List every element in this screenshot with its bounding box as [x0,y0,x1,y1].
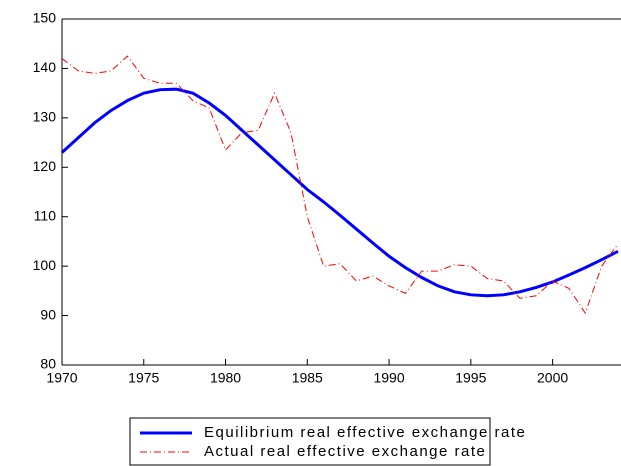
series-line [61,55,619,315]
x-tick-label: 1975 [128,370,159,386]
y-tick-label: 150 [33,10,57,26]
y-tick-label: 90 [40,306,56,322]
x-tick-label: 1980 [210,370,241,386]
y-tick-label: 130 [33,109,57,125]
x-tick-label: 2000 [537,370,568,386]
legend-label: Actual real effective exchange rate [204,443,486,460]
x-tick-label: 1970 [46,370,77,386]
x-tick-label: 1995 [455,370,486,386]
x-tick-label: 1990 [373,370,404,386]
series-line [60,87,619,298]
y-tick-label: 120 [33,158,57,174]
legend-box [129,417,491,466]
x-tick-label: 1985 [292,370,323,386]
y-tick-label: 140 [33,59,57,75]
y-tick-label: 80 [40,356,56,372]
y-tick-label: 100 [33,257,57,273]
y-tick-label: 110 [34,207,57,223]
legend-label: Equilibrium real effective exchange rate [204,424,526,441]
